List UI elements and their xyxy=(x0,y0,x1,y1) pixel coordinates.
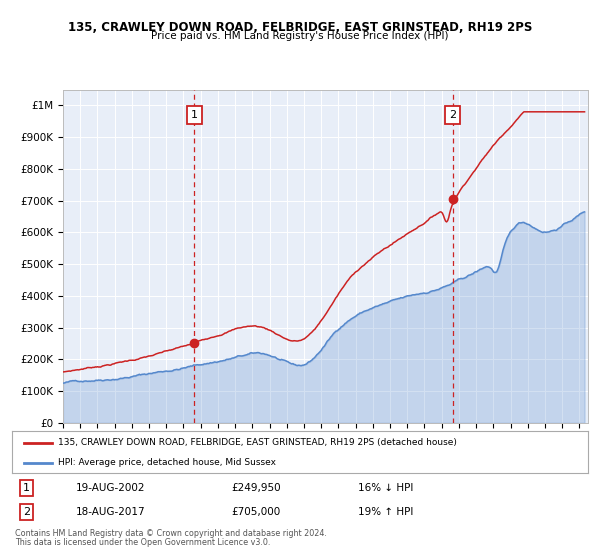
Text: 16% ↓ HPI: 16% ↓ HPI xyxy=(358,483,413,493)
Text: 18-AUG-2017: 18-AUG-2017 xyxy=(76,507,145,517)
Text: 135, CRAWLEY DOWN ROAD, FELBRIDGE, EAST GRINSTEAD, RH19 2PS (detached house): 135, CRAWLEY DOWN ROAD, FELBRIDGE, EAST … xyxy=(58,438,457,447)
Text: £249,950: £249,950 xyxy=(231,483,281,493)
Text: 135, CRAWLEY DOWN ROAD, FELBRIDGE, EAST GRINSTEAD, RH19 2PS: 135, CRAWLEY DOWN ROAD, FELBRIDGE, EAST … xyxy=(68,21,532,34)
Text: 2: 2 xyxy=(23,507,30,517)
Text: 1: 1 xyxy=(191,110,198,120)
Text: Contains HM Land Registry data © Crown copyright and database right 2024.: Contains HM Land Registry data © Crown c… xyxy=(15,529,327,538)
Text: Price paid vs. HM Land Registry's House Price Index (HPI): Price paid vs. HM Land Registry's House … xyxy=(151,31,449,41)
Text: HPI: Average price, detached house, Mid Sussex: HPI: Average price, detached house, Mid … xyxy=(58,458,276,467)
Text: 19% ↑ HPI: 19% ↑ HPI xyxy=(358,507,413,517)
Text: £705,000: £705,000 xyxy=(231,507,280,517)
Text: 19-AUG-2002: 19-AUG-2002 xyxy=(76,483,145,493)
Text: 1: 1 xyxy=(23,483,30,493)
Text: 2: 2 xyxy=(449,110,456,120)
Text: This data is licensed under the Open Government Licence v3.0.: This data is licensed under the Open Gov… xyxy=(15,538,271,547)
